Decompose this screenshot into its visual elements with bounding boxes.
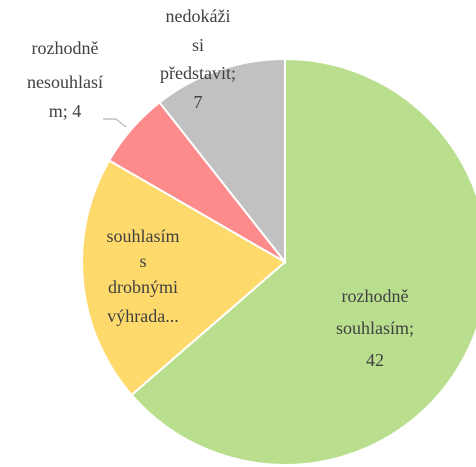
data-label: rozhodně (32, 38, 99, 58)
data-label: nedokáži (166, 6, 231, 26)
data-label: s (139, 251, 146, 271)
pie-slice (130, 57, 476, 466)
pie-slice (81, 159, 287, 397)
data-label: drobnými (108, 277, 178, 297)
leader-line (103, 118, 127, 128)
data-label: 7 (194, 92, 203, 112)
data-label: rozhodně (342, 286, 409, 306)
data-label: souhlasím; (336, 318, 414, 338)
data-label: výhrada... (107, 306, 178, 326)
data-label: m; 4 (49, 101, 82, 121)
data-label: si (192, 35, 204, 55)
data-label: 42 (366, 350, 384, 370)
pie-slice (158, 57, 286, 265)
data-label: představit; (160, 63, 236, 83)
data-label: souhlasím (106, 226, 179, 246)
data-label: nesouhlasí (27, 72, 103, 92)
